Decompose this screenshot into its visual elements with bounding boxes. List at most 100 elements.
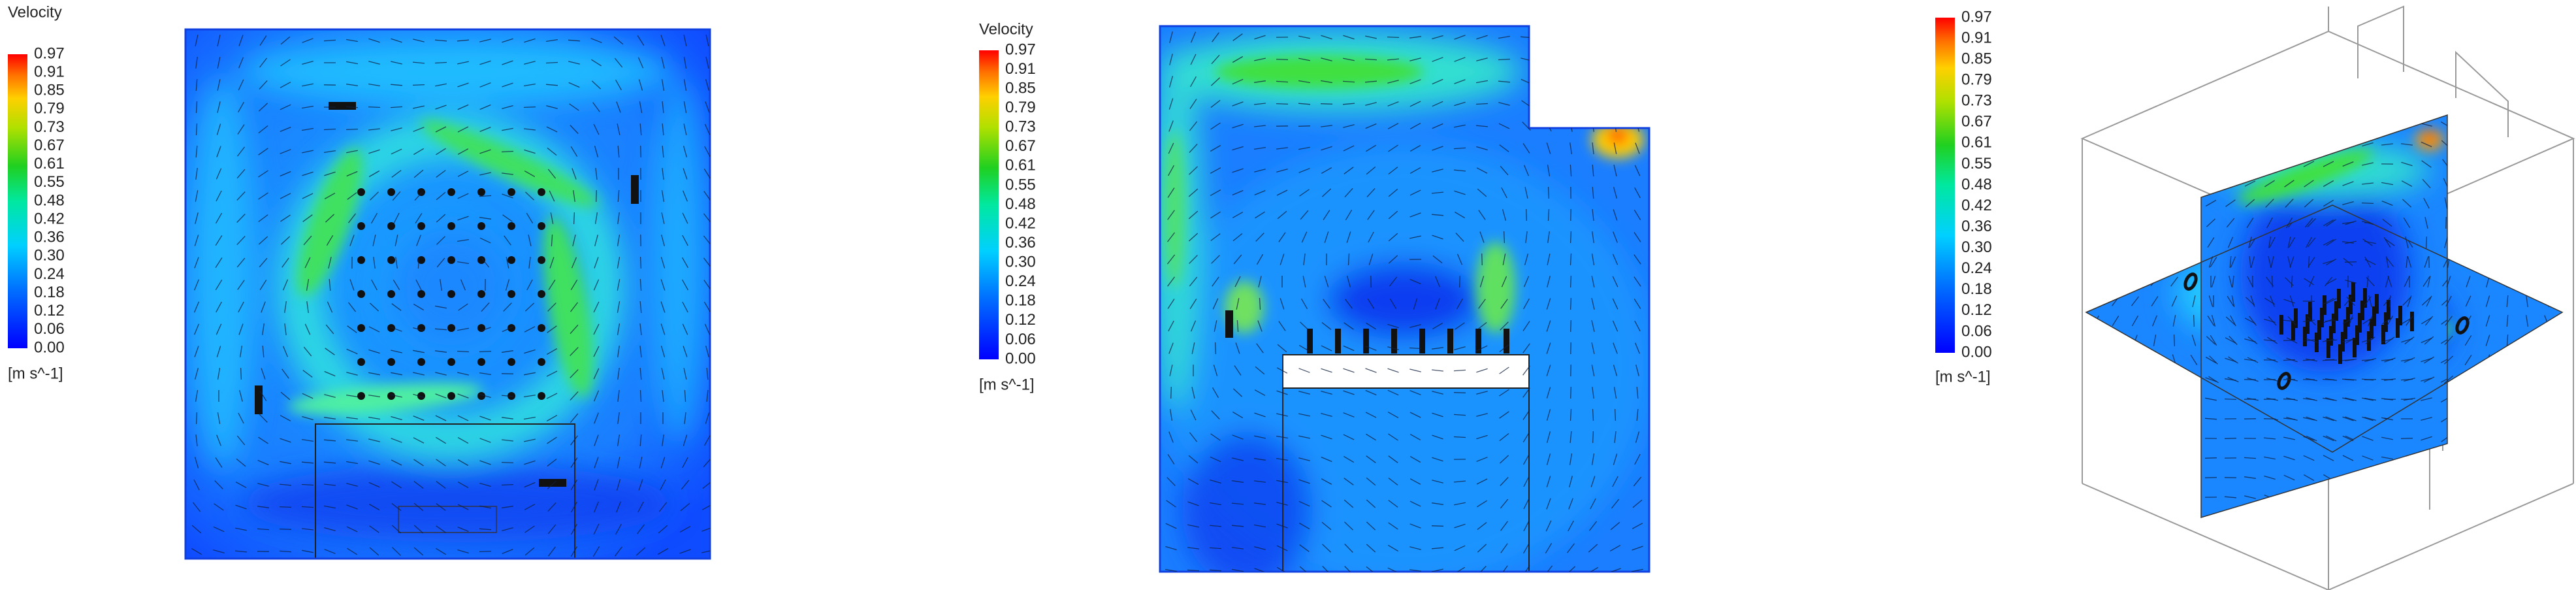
nozzle xyxy=(538,290,545,298)
nozzle xyxy=(1391,329,1397,353)
nozzle xyxy=(2279,315,2283,335)
legend-unit: [m s^-1] xyxy=(8,365,63,382)
nozzle xyxy=(2363,288,2367,308)
nozzle xyxy=(387,256,395,264)
nozzle xyxy=(1363,329,1369,353)
colorbar-tick-label: 0.67 xyxy=(1005,137,1036,155)
nozzle xyxy=(2338,344,2342,364)
colorbar-tick-label: 0.30 xyxy=(34,247,65,265)
nozzle xyxy=(417,392,425,400)
colorbar-tick-label: 0.18 xyxy=(1961,280,1992,298)
nozzle xyxy=(2323,295,2326,315)
nozzle xyxy=(477,222,485,230)
colorbar-tick-label: 0.73 xyxy=(1961,92,1992,110)
colorbar-tick-label: 0.55 xyxy=(1005,176,1036,193)
nozzle xyxy=(387,188,395,196)
colorbar-tick-label: 0.12 xyxy=(1005,311,1036,329)
nozzle xyxy=(538,222,545,230)
colorbar-tick-label: 0.48 xyxy=(1005,195,1036,213)
colorbar-tick-label: 0.36 xyxy=(1005,234,1036,252)
nozzle xyxy=(2320,308,2324,327)
diffusers xyxy=(255,102,639,487)
nozzle xyxy=(2375,294,2379,314)
nozzle xyxy=(507,222,515,230)
nozzle xyxy=(2360,301,2364,320)
nozzle xyxy=(2372,306,2376,326)
nozzle xyxy=(507,188,515,196)
colorbar-tick-label: 0.85 xyxy=(1961,50,1992,67)
nozzle xyxy=(357,290,365,298)
contour-field-1 xyxy=(185,29,710,559)
colorbar-tick-label: 0.48 xyxy=(1961,176,1992,193)
nozzle xyxy=(1307,329,1313,353)
nozzle xyxy=(447,256,455,264)
nozzle xyxy=(2303,327,2307,346)
nozzle xyxy=(538,188,545,196)
nozzle xyxy=(2306,314,2310,334)
nozzle xyxy=(477,256,485,264)
nozzle xyxy=(447,222,455,230)
nozzle xyxy=(2329,326,2333,346)
nozzle xyxy=(417,290,425,298)
nozzle xyxy=(387,222,395,230)
nozzle xyxy=(507,256,515,264)
colorbar-tick-label: 0.06 xyxy=(1961,322,1992,340)
nozzle xyxy=(447,324,455,332)
nozzle xyxy=(2308,302,2312,321)
nozzle xyxy=(2358,313,2362,333)
colorbar-tick-label: 0.24 xyxy=(1961,259,1992,277)
nozzle xyxy=(417,188,425,196)
legends: Velocity0.970.910.850.790.730.670.610.55… xyxy=(8,3,1992,393)
colorbar-tick-label: 0.91 xyxy=(34,63,65,80)
colorbar-tick-label: 0.61 xyxy=(1005,157,1036,174)
colorbar-tick-label: 0.61 xyxy=(1961,134,1992,152)
nozzle xyxy=(2396,318,2400,338)
colorbar-tick-label: 0.79 xyxy=(1005,99,1036,116)
colorbar-tick-label: 0.36 xyxy=(34,229,65,246)
nozzle xyxy=(2353,338,2357,357)
colorbar-tick-label: 0.42 xyxy=(34,210,65,227)
nozzle xyxy=(2326,338,2330,358)
legend-title: Velocity xyxy=(979,20,1033,38)
nozzle xyxy=(2346,307,2350,327)
nozzle xyxy=(2317,320,2321,340)
colorbar-tick-label: 0.67 xyxy=(1961,113,1992,131)
nozzle xyxy=(477,188,485,196)
flow-vectors xyxy=(191,35,710,557)
nozzle xyxy=(357,256,365,264)
colorbar-tick-label: 0.55 xyxy=(1961,155,1992,172)
nozzle xyxy=(2351,282,2355,302)
nozzle xyxy=(2387,300,2391,320)
nozzle xyxy=(357,222,365,230)
nozzle xyxy=(538,324,545,332)
colorbar-tick-label: 0.12 xyxy=(34,302,65,320)
contour-field-2 xyxy=(1160,26,1649,572)
nozzle xyxy=(538,392,545,400)
nozzle xyxy=(357,188,365,196)
nozzle xyxy=(2384,312,2388,332)
colorbar-tick-label: 0.91 xyxy=(1005,60,1036,78)
nozzle xyxy=(2334,301,2338,321)
nozzle xyxy=(477,392,485,400)
nozzle-row xyxy=(1225,310,1509,353)
colorbar-tick-label: 0.48 xyxy=(34,191,65,209)
nozzle xyxy=(417,324,425,332)
nozzle xyxy=(2370,319,2374,338)
nozzle xyxy=(387,358,395,366)
colorbar-tick-label: 0.06 xyxy=(34,320,65,338)
nozzle-array xyxy=(357,188,545,400)
nozzle xyxy=(2410,312,2414,331)
colorbar-tick-label: 0.97 xyxy=(34,44,65,62)
nozzle xyxy=(2349,295,2353,314)
nozzle xyxy=(2294,308,2298,328)
colorbar-tick-label: 0.00 xyxy=(1005,350,1036,367)
nozzle xyxy=(447,392,455,400)
domain-border xyxy=(1159,25,1650,573)
colorbar-tick-label: 0.30 xyxy=(1961,238,1992,256)
nozzle xyxy=(477,290,485,298)
nozzle xyxy=(387,290,395,298)
nozzle xyxy=(538,358,545,366)
colorbar-tick-label: 0.85 xyxy=(34,82,65,99)
nozzle xyxy=(417,358,425,366)
